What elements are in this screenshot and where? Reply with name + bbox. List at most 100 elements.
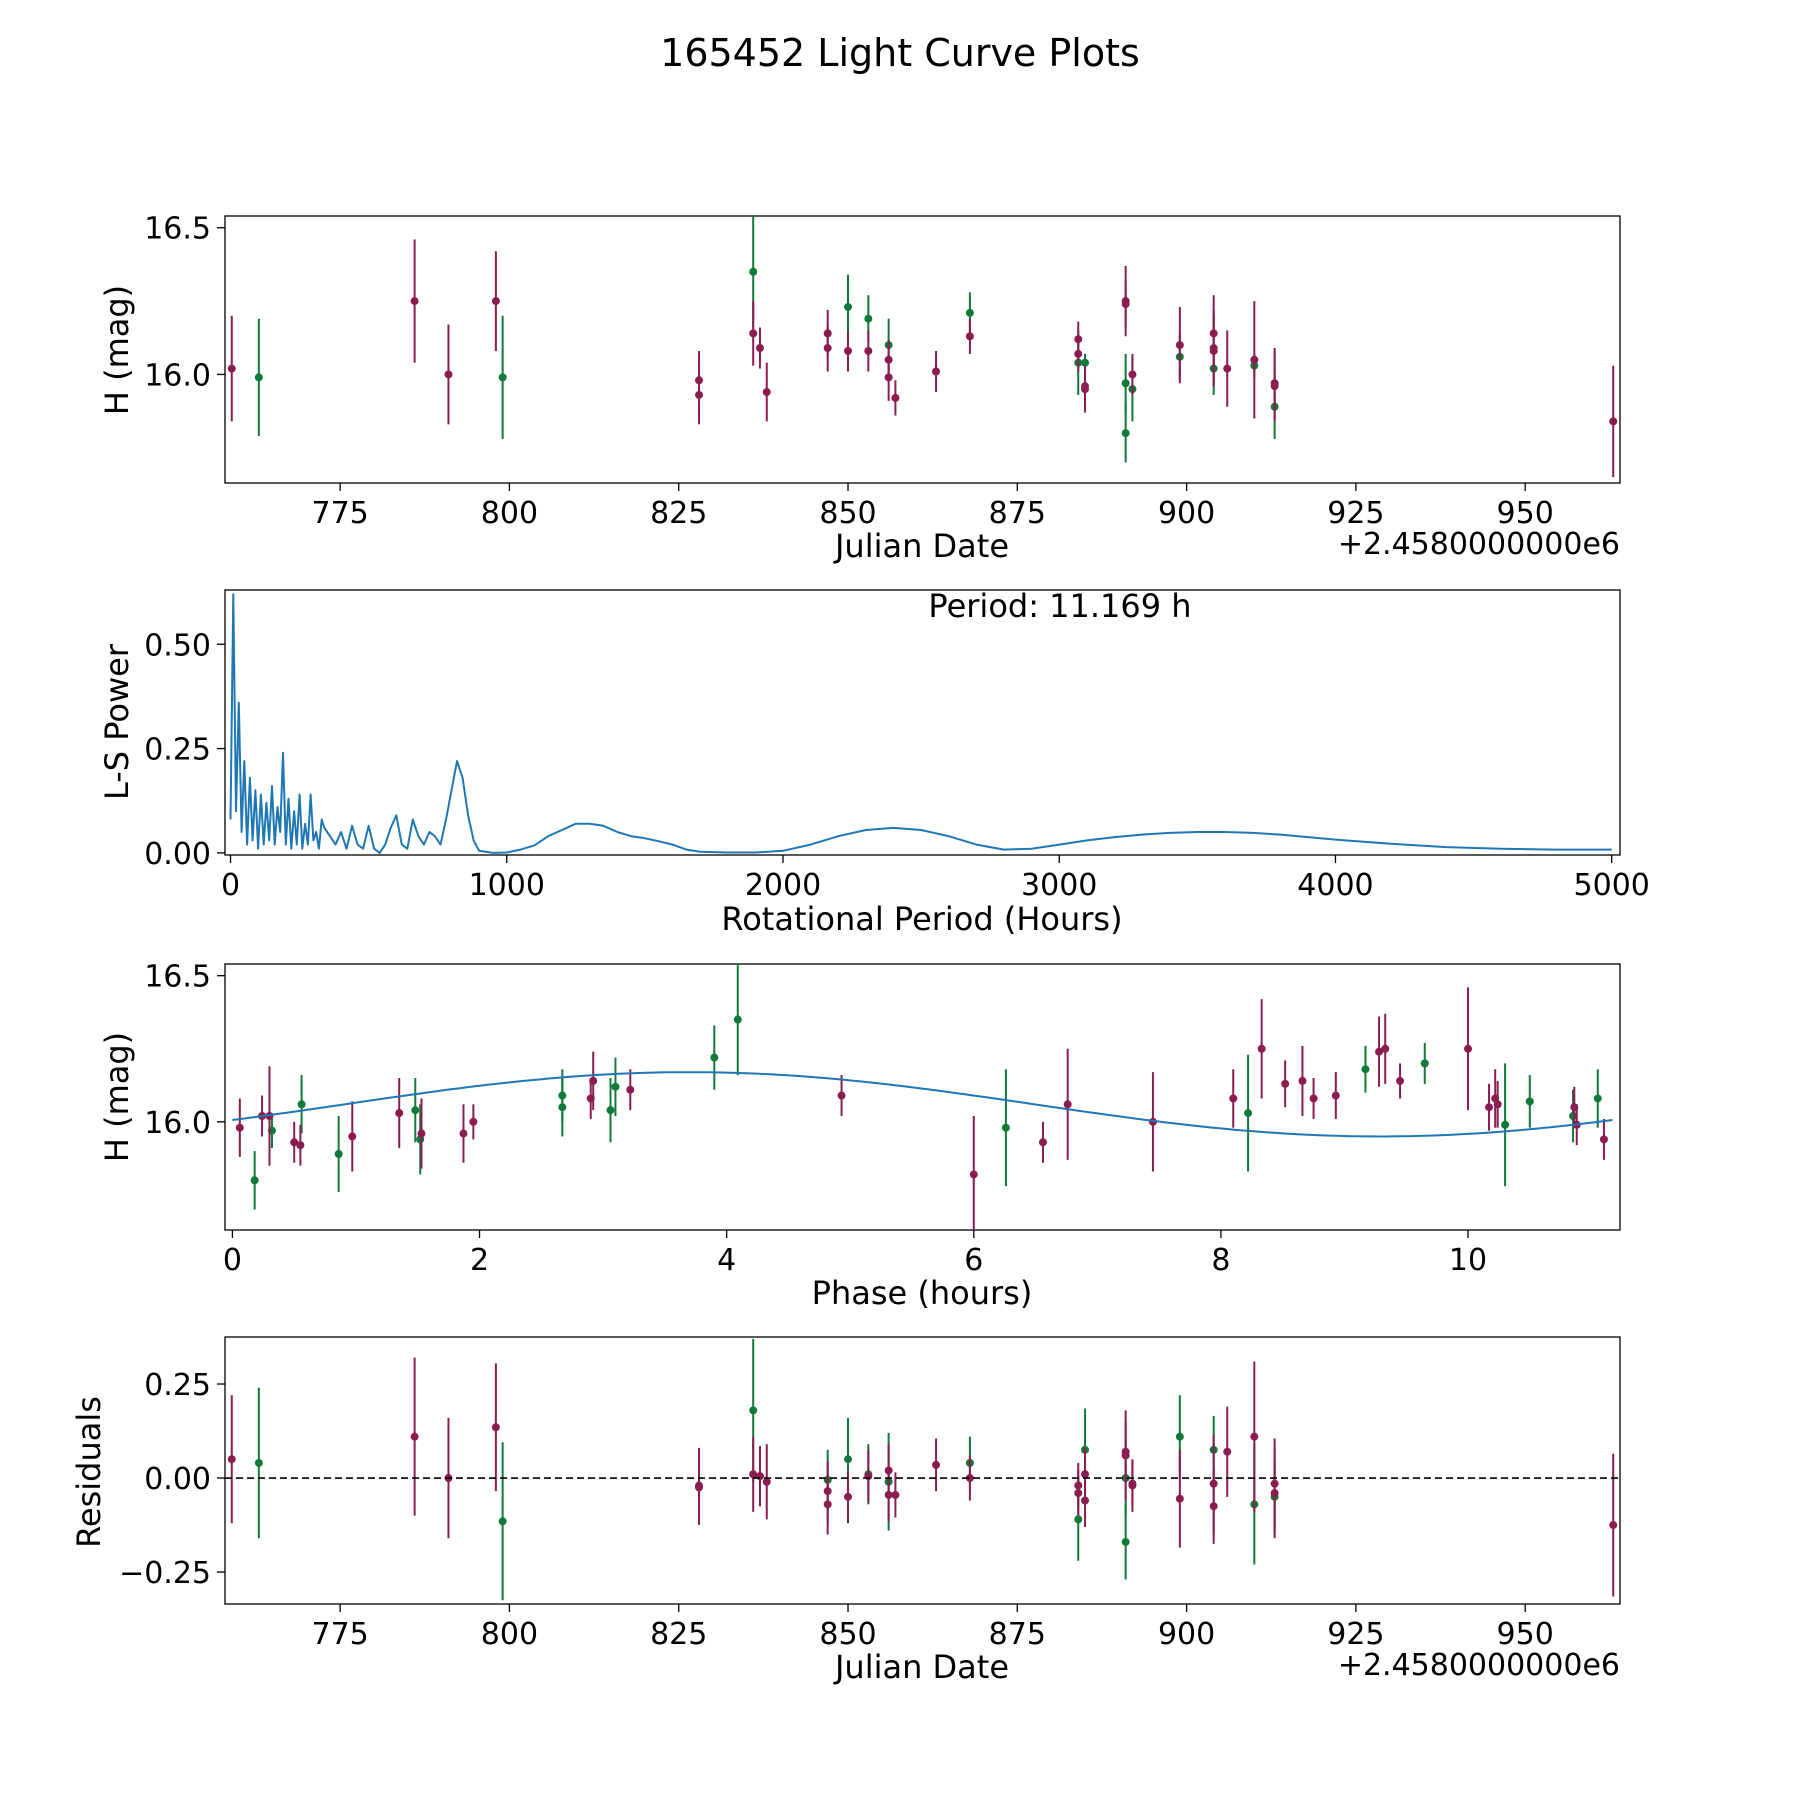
green-data-point — [558, 1103, 567, 1112]
purple-data-point — [837, 1091, 846, 1100]
x-tick-label: 1000 — [469, 868, 545, 903]
green-data-point — [498, 373, 507, 382]
purple-data-point — [965, 1474, 974, 1483]
purple-data-point — [410, 1432, 419, 1441]
periodogram-plot — [229, 593, 1612, 854]
x-tick-label: 4 — [717, 1243, 736, 1278]
purple-data-point — [884, 1466, 893, 1475]
purple-data-point — [864, 1472, 873, 1481]
x-tick-label: 800 — [481, 496, 538, 531]
lightcurve-x-offset: +2.4580000000e6 — [1338, 527, 1620, 562]
purple-data-point — [695, 1483, 704, 1492]
green-data-point — [1593, 1094, 1602, 1103]
purple-data-point — [1250, 1432, 1259, 1441]
x-tick-label: 10 — [1449, 1243, 1487, 1278]
green-data-point — [844, 1455, 853, 1464]
phased-xlabel: Phase (hours) — [812, 1274, 1033, 1312]
purple-data-point — [1128, 370, 1137, 379]
purple-data-point — [932, 1460, 941, 1469]
purple-data-point — [227, 364, 236, 373]
y-tick-label: 16.5 — [144, 960, 211, 995]
purple-data-point — [864, 346, 873, 355]
y-tick-label: 0.25 — [144, 733, 211, 768]
lightcurve-ylabel: H (mag) — [98, 285, 136, 415]
green-data-point — [864, 314, 873, 323]
lightcurve-xticks: 775 800 825 850 875 900 925 950 — [311, 483, 1554, 531]
purple-data-point — [1081, 1470, 1090, 1479]
x-tick-label: 775 — [311, 1617, 368, 1652]
residuals-x-offset: +2.4580000000e6 — [1338, 1648, 1620, 1683]
purple-data-point — [1298, 1076, 1307, 1085]
x-tick-label: 875 — [989, 496, 1046, 531]
purple-data-point — [965, 332, 974, 341]
y-tick-label: 16.0 — [144, 358, 211, 393]
purple-data-point — [844, 346, 853, 355]
x-tick-label: 3000 — [1021, 868, 1097, 903]
green-data-point — [1081, 358, 1090, 367]
phased-frame — [224, 963, 1621, 1231]
phased-ylabel: H (mag) — [98, 1032, 136, 1162]
purple-data-point — [589, 1076, 598, 1085]
purple-data-point — [290, 1138, 299, 1147]
figure-title: 165452 Light Curve Plots — [660, 31, 1140, 75]
x-tick-label: 0 — [223, 1243, 242, 1278]
purple-data-point — [1493, 1100, 1502, 1109]
residuals-panel: 775 800 825 850 875 900 925 950 −0.25 0.00 0.25 J… — [70, 1336, 1621, 1686]
phased-panel: 0 2 4 6 8 10 16.0 16.5 Phase (hours) H (mag) — [98, 960, 1621, 1312]
purple-data-point — [491, 297, 500, 306]
purple-data-point — [1074, 349, 1083, 358]
y-tick-label: 0.00 — [144, 837, 211, 872]
purple-data-point — [1281, 1079, 1290, 1088]
phased-yticks: 16.0 16.5 — [144, 960, 225, 1141]
purple-data-point — [1485, 1103, 1494, 1112]
green-data-point — [749, 267, 758, 276]
x-tick-label: 5000 — [1574, 868, 1650, 903]
purple-data-point — [1609, 1521, 1618, 1530]
purple-data-point — [1257, 1044, 1266, 1053]
green-data-point — [297, 1100, 306, 1109]
fit-curve — [232, 1071, 1613, 1138]
residuals-plot — [225, 1338, 1620, 1601]
purple-data-point — [444, 370, 453, 379]
purple-data-point — [1121, 300, 1130, 309]
green-data-point — [710, 1053, 719, 1062]
green-data-point — [749, 1406, 758, 1415]
purple-data-point — [1209, 346, 1218, 355]
green-data-point — [1121, 379, 1130, 388]
x-tick-label: 800 — [481, 1617, 538, 1652]
x-tick-label: 4000 — [1297, 868, 1373, 903]
green-data-point — [606, 1106, 615, 1115]
x-tick-label: 900 — [1158, 496, 1215, 531]
x-tick-label: 775 — [311, 496, 368, 531]
purple-data-point — [469, 1117, 478, 1126]
purple-data-point — [891, 1490, 900, 1499]
purple-data-point — [1599, 1135, 1608, 1144]
residuals-xlabel: Julian Date — [833, 1648, 1009, 1686]
x-tick-label: 850 — [819, 1617, 876, 1652]
x-tick-label: 925 — [1327, 1617, 1384, 1652]
purple-data-point — [844, 1492, 853, 1501]
purple-data-point — [1121, 1447, 1130, 1456]
purple-data-point — [1223, 364, 1232, 373]
periodogram-ylabel: L-S Power — [98, 643, 136, 800]
green-data-point — [1501, 1120, 1510, 1129]
purple-data-point — [1229, 1094, 1238, 1103]
purple-data-point — [695, 390, 704, 399]
purple-data-point — [296, 1141, 305, 1150]
lightcurve-points — [227, 216, 1618, 478]
purple-data-point — [755, 1472, 764, 1481]
x-tick-label: 6 — [964, 1243, 983, 1278]
lightcurve-yticks: 16.0 16.5 — [144, 212, 225, 393]
purple-data-point — [1381, 1044, 1390, 1053]
green-data-point — [733, 1015, 742, 1024]
lightcurve-xlabel: Julian Date — [833, 527, 1009, 565]
purple-data-point — [969, 1170, 978, 1179]
residuals-xticks: 775 800 825 850 875 900 925 950 — [311, 1604, 1554, 1652]
purple-data-point — [626, 1085, 635, 1094]
green-data-point — [254, 1458, 263, 1467]
purple-data-point — [884, 373, 893, 382]
x-tick-label: 875 — [989, 1617, 1046, 1652]
green-data-point — [965, 308, 974, 317]
y-tick-label: −0.25 — [119, 1556, 211, 1591]
